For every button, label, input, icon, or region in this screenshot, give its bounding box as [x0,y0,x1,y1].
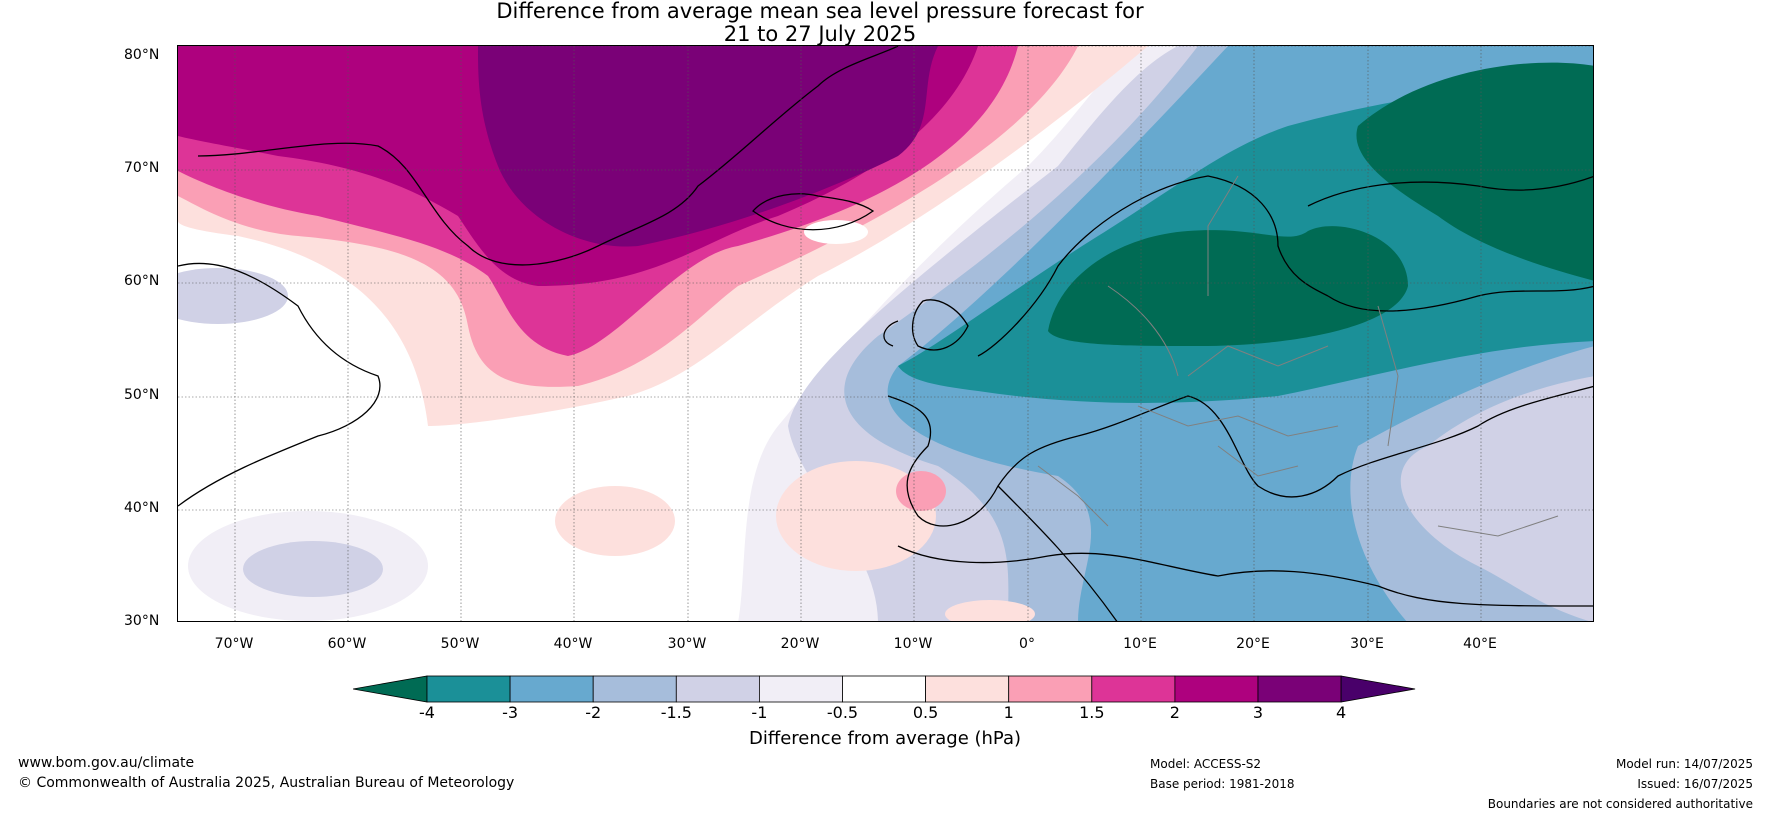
anomaly-minus-4-scandinavia [1048,226,1408,346]
colorbar-tick-label: -4 [419,703,435,722]
colorbar-tick-label: 3 [1252,703,1264,722]
colorbar-tick-label: -0.5 [826,703,859,722]
lon-label-70w: 70°W [214,636,254,652]
lon-label-40w: 40°W [553,636,593,652]
colorbar-tick-label: 1 [1003,703,1014,722]
colorbar-tick-label: 4 [1336,703,1347,722]
lon-label-20w: 20°W [780,636,820,652]
anomaly-patch-mid-atlantic [555,486,675,556]
lat-label-60n: 60°N [124,273,160,289]
colorbar-cells [353,675,1416,703]
colorbar-cell [509,675,594,703]
anomaly-minus-4-east [1356,62,1593,281]
map-title: Difference from average mean sea level p… [0,0,1640,46]
footer-issued: Issued: 16/07/2025 [1637,777,1753,791]
lat-label-50n: 50°N [124,387,160,403]
lon-label-0: 0° [1019,636,1035,652]
anomaly-patch-africa [945,600,1035,621]
lon-label-60w: 60°W [327,636,367,652]
lon-label-30w: 30°W [667,636,707,652]
iceland-low-anomaly [804,220,868,244]
footer-copyright: © Commonwealth of Australia 2025, Austra… [18,775,515,791]
lat-label-80n: 80°N [124,47,160,63]
footer-base-period: Base period: 1981-2018 [1150,777,1295,791]
colorbar-cell [675,675,760,703]
anomaly-patch-iberia [896,471,946,511]
colorbar-extend-high [1340,675,1416,703]
colorbar-cell [592,675,677,703]
colorbar-cell [842,675,926,703]
country-boundaries [1037,175,1559,537]
colorbar-tick-label: 2 [1169,703,1180,722]
colorbar-tick-label: -1.5 [660,703,692,722]
anomaly-plus-3 [478,46,938,247]
graticule [178,46,1593,621]
colorbar-cell [1091,675,1176,703]
colorbar-tick-label: -1 [751,703,768,722]
colorbar-cell [1257,675,1342,703]
colorbar-extend-low [353,675,428,703]
lat-label-40n: 40°N [124,500,160,516]
colorbar-cell [758,675,843,703]
map-canvas [178,46,1593,621]
anomaly-patch-sw-atlantic-core [243,541,383,597]
footer-model-run: Model run: 14/07/2025 [1615,757,1753,771]
colorbar-tick-label: -3 [502,703,519,722]
colorbar-tick-label: -2 [585,703,602,722]
colorbar-tick-label: 1.5 [1079,703,1105,722]
colorbar-title: Difference from average (hPa) [748,728,1022,749]
colorbar-tick-label: 0.5 [912,703,939,722]
lon-label-10w: 10°W [893,636,933,652]
lon-label-20e: 20°E [1236,636,1270,652]
colorbar-cell [1008,675,1093,703]
footer-disclaimer: Boundaries are not considered authoritat… [1487,797,1753,811]
colorbar-cell [1174,675,1259,703]
lon-label-10e: 10°E [1123,636,1157,652]
lon-label-50w: 50°W [440,636,480,652]
coastlines [178,46,1593,621]
colorbar [353,675,1416,703]
title-line-1: Difference from average mean sea level p… [496,0,1144,23]
footer-website: www.bom.gov.au/climate [18,755,195,771]
anomaly-patch-iberia-west [776,461,936,571]
pressure-anomaly-map [177,45,1594,622]
lat-label-30n: 30°N [124,613,160,629]
title-line-2: 21 to 27 July 2025 [723,22,917,46]
footer-model: Model: ACCESS-S2 [1150,757,1262,771]
colorbar-cell [925,675,1010,703]
lon-label-40e: 40°E [1463,636,1497,652]
colorbar-cell [426,675,511,703]
lat-label-70n: 70°N [124,160,160,176]
lon-label-30e: 30°E [1350,636,1384,652]
